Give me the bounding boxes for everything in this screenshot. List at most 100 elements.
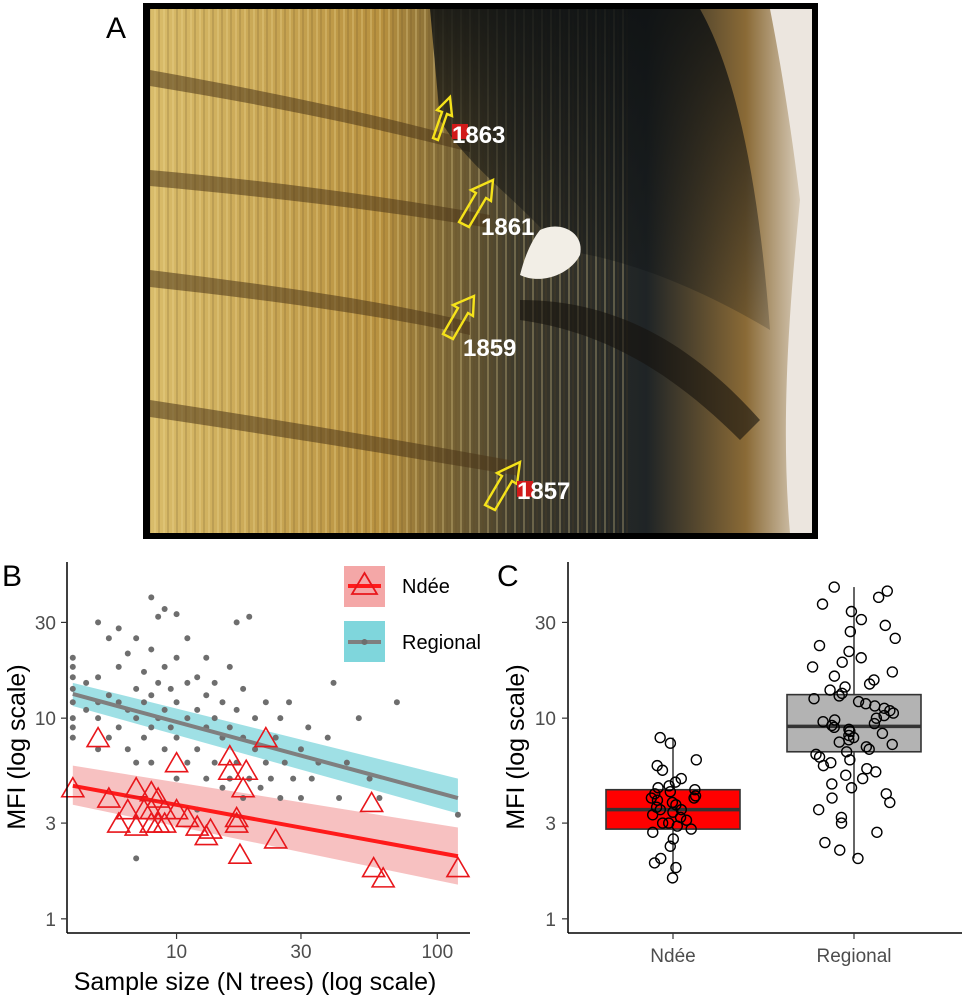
- panel-a-letter: A: [106, 12, 126, 45]
- data-point-regional: [240, 685, 247, 692]
- jitter-point-ndee: [685, 823, 697, 835]
- data-point-regional: [324, 734, 331, 741]
- scar-void: [520, 226, 581, 279]
- data-point-regional: [194, 706, 201, 713]
- jitter-point-ndee: [689, 784, 701, 796]
- data-point-ndee: [217, 744, 243, 766]
- data-point-regional: [262, 699, 269, 706]
- jitter-point-ndee: [675, 772, 687, 785]
- data-point-regional: [194, 746, 201, 753]
- data-point-regional: [133, 759, 140, 766]
- panel-c-y-axis-title: MFI (log scale): [502, 664, 530, 829]
- jitter-point-ndee: [680, 814, 693, 826]
- data-point-regional: [297, 795, 304, 802]
- data-point-regional: [69, 654, 76, 661]
- jitter-point-regional: [835, 817, 848, 829]
- data-point-regional: [219, 784, 226, 791]
- jitter-point-regional: [833, 690, 845, 702]
- data-point-regional: [184, 715, 191, 722]
- data-point-regional: [454, 811, 461, 818]
- jitter-point-regional: [860, 741, 873, 753]
- data-point-regional: [95, 619, 102, 626]
- jitter-point-ndee: [666, 872, 679, 884]
- jitter-point-regional: [868, 674, 880, 686]
- data-point-regional: [69, 734, 76, 741]
- data-point-regional: [211, 759, 218, 766]
- data-point-regional: [161, 746, 168, 753]
- data-point-regional: [226, 724, 233, 731]
- jitter-point-ndee: [664, 737, 677, 749]
- data-point-regional: [203, 775, 210, 782]
- jitter-point-ndee: [655, 852, 667, 865]
- data-point-regional: [83, 679, 90, 686]
- fire-scar-crack: [520, 300, 760, 440]
- data-point-regional: [124, 746, 131, 753]
- panel-b-y-ticks: 1 3 10 30: [35, 613, 67, 931]
- x-tick-label: 10: [166, 942, 187, 963]
- jitter-point-ndee: [667, 833, 680, 845]
- data-point-regional: [267, 775, 274, 782]
- data-point-regional: [69, 724, 76, 731]
- jitter-point-regional: [835, 811, 848, 824]
- x-tick-label: 30: [290, 942, 311, 963]
- data-point-regional: [133, 685, 140, 692]
- data-point-regional: [161, 706, 168, 713]
- panel-b-legend: Ndée Regional: [344, 566, 481, 662]
- jitter-point-regional: [880, 788, 892, 800]
- data-point-ndee: [359, 790, 385, 813]
- data-point-regional: [167, 685, 174, 692]
- data-point-regional: [308, 775, 315, 782]
- data-point-regional: [393, 699, 400, 706]
- jitter-point-regional: [871, 826, 883, 838]
- fire-scar-region: [430, 9, 770, 330]
- year-label: 1857: [517, 478, 570, 505]
- data-point-regional: [133, 635, 140, 642]
- data-point-regional: [95, 715, 102, 722]
- jitter-point-regional: [828, 670, 841, 682]
- data-point-regional: [277, 795, 284, 802]
- data-point-regional: [173, 654, 180, 661]
- data-point-regional: [290, 775, 297, 782]
- jitter-point-ndee: [654, 731, 666, 744]
- jitter-point-regional: [836, 656, 848, 668]
- data-point-regional: [184, 759, 191, 766]
- jitter-point-regional: [889, 632, 901, 645]
- wood-section-photo-panel: A 1863 1861 1859 1857: [106, 3, 818, 539]
- jitter-point-ndee: [647, 826, 659, 838]
- data-point-ndee: [85, 726, 111, 748]
- x-category-label: Regional: [817, 946, 892, 967]
- data-point-ndee: [224, 805, 250, 828]
- data-point-regional: [69, 685, 76, 692]
- year-label: 1861: [481, 214, 534, 241]
- data-point-ndee: [138, 798, 164, 820]
- panel-b-scatter: B 1 3 10 30 10 30 100 MFI (log scale) Sample …: [2, 560, 481, 996]
- data-point-regional: [115, 663, 122, 670]
- data-point-regional: [252, 715, 259, 722]
- data-point-regional: [173, 734, 180, 741]
- data-point-regional: [203, 654, 210, 661]
- data-point-ndee: [227, 842, 253, 864]
- jitter-point-regional: [886, 738, 898, 751]
- trend-line-ndee: [72, 783, 459, 859]
- panel-c-y-ticks: 1 3 10 30: [535, 613, 568, 931]
- data-point-regional: [69, 663, 76, 670]
- y-tick-label: 1: [545, 910, 556, 931]
- data-point-regional: [277, 715, 284, 722]
- jitter-point-regional: [843, 729, 855, 742]
- data-point-regional: [219, 699, 226, 706]
- y-tick-label: 1: [45, 910, 56, 931]
- data-point-regional: [105, 692, 112, 699]
- data-point-ndee: [145, 786, 171, 808]
- jitter-point-ndee: [651, 794, 664, 806]
- data-point-ndee: [370, 866, 396, 888]
- jitter-point-regional: [810, 748, 822, 761]
- data-point-ndee: [445, 856, 471, 878]
- data-point-ndee: [115, 798, 141, 820]
- jitter-point-regional: [828, 581, 840, 593]
- data-point-regional: [95, 746, 102, 753]
- jitter-point-ndee: [652, 782, 664, 794]
- jitter-point-regional: [884, 704, 896, 717]
- jitter-point-regional: [879, 619, 891, 632]
- data-point-regional: [184, 679, 191, 686]
- jitter-point-regional: [860, 698, 872, 710]
